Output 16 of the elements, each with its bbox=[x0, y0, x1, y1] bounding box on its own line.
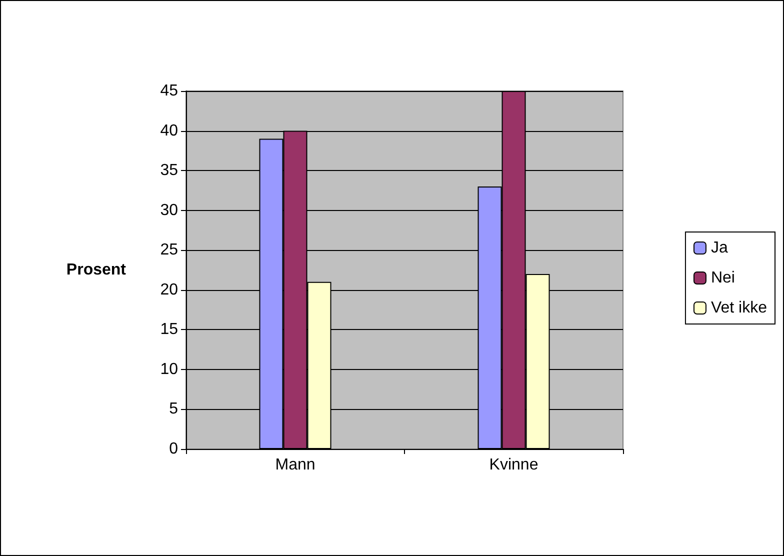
y-tick-label: 30 bbox=[160, 202, 178, 219]
x-tick-label: Kvinne bbox=[489, 456, 538, 474]
legend-label: Vet ikke bbox=[710, 300, 768, 316]
y-tick-label: 5 bbox=[169, 400, 178, 418]
y-tick-label: 15 bbox=[160, 321, 178, 338]
y-tick-label: 35 bbox=[160, 162, 178, 180]
y-tick-label: 45 bbox=[160, 82, 178, 100]
y-tick-label: 10 bbox=[160, 360, 178, 378]
legend-label: Nei bbox=[710, 270, 735, 286]
legend-label: Ja bbox=[710, 240, 728, 256]
x-tick-label: Mann bbox=[275, 456, 316, 474]
y-axis-title: Prosent bbox=[66, 262, 127, 278]
y-tick-label: 40 bbox=[160, 122, 178, 140]
y-tick-label: 20 bbox=[160, 281, 178, 298]
y-tick-label: 0 bbox=[169, 440, 178, 458]
y-tick-label: 25 bbox=[160, 242, 178, 259]
